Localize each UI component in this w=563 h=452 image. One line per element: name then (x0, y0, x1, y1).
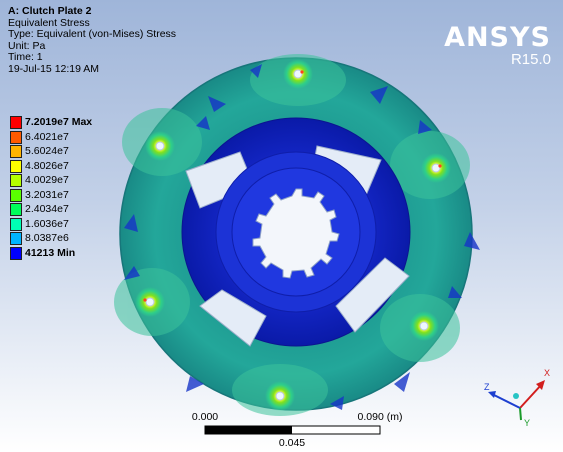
legend-swatch (10, 203, 22, 216)
legend-label: 8.0387e6 (25, 232, 69, 244)
legend-row: 6.4021e7 (8, 130, 128, 145)
z-axis-arrow (491, 393, 521, 409)
legend-row: 5.6024e7 (8, 144, 128, 159)
legend-label: 4.8026e7 (25, 159, 69, 172)
stress-legend[interactable]: 7.2019e7 Max 6.4021e7 5.6024e7 4.8026e7 … (8, 115, 128, 260)
low-stress-streaks (124, 64, 480, 410)
legend-swatch (10, 130, 22, 144)
y-axis-label: Y (524, 418, 530, 428)
splined-center-hole (252, 188, 340, 279)
peak-stress-spots (143, 70, 442, 302)
y-axis-arrow (519, 407, 522, 421)
legend-row: 2.4034e7 (8, 202, 128, 217)
x-arrow-head (536, 380, 545, 390)
result-time: Time: 1 (8, 51, 43, 64)
legend-swatch (10, 174, 22, 187)
legend-row: 7.2019e7 Max (8, 115, 128, 130)
legend-row: 8.0387e6 (8, 231, 128, 246)
legend-swatch (10, 246, 22, 260)
legend-swatch (10, 217, 22, 231)
legend-label: 5.6024e7 (25, 145, 69, 157)
result-date: 19-Jul-15 12:19 AM (8, 62, 100, 75)
legend-label: 3.2031e7 (25, 188, 69, 201)
scale-label-left: 0.000 (192, 411, 218, 423)
legend-row: 41213 Min (8, 246, 128, 261)
ansys-logo: ANSYS R15.0 (444, 24, 551, 68)
z-arrow-head (488, 391, 496, 398)
legend-swatch (10, 145, 22, 158)
legend-row: 1.6036e7 (8, 217, 128, 232)
legend-label: 2.4034e7 (25, 203, 69, 215)
legend-label: 4.0029e7 (25, 174, 69, 186)
legend-label-max: 7.2019e7 Max (25, 116, 93, 128)
legend-swatch (10, 188, 22, 202)
triad-center-ball (513, 393, 519, 399)
x-axis-arrow (519, 383, 543, 409)
legend-row: 4.0029e7 (8, 173, 128, 188)
result-info-block: A: Clutch Plate 2 Equivalent Stress Type… (8, 5, 177, 76)
z-axis-label: Z (484, 382, 490, 392)
result-type: Type: Equivalent (von-Mises) Stress (8, 28, 177, 41)
legend-swatch (10, 116, 22, 129)
logo-version: R15.0 (510, 51, 551, 68)
legend-swatch (10, 159, 22, 173)
legend-row: 3.2031e7 (8, 188, 128, 203)
result-name: Equivalent Stress (8, 16, 90, 29)
legend-swatch (10, 232, 22, 245)
result-unit: Unit: Pa (8, 39, 46, 52)
legend-label-min: 41213 Min (25, 246, 76, 259)
logo-brand: ANSYS (444, 22, 551, 53)
legend-label: 6.4021e7 (25, 130, 69, 143)
x-axis-label: X (544, 368, 550, 378)
scale-label-mid: 0.045 (279, 437, 305, 449)
legend-label: 1.6036e7 (25, 217, 69, 230)
model-title: A: Clutch Plate 2 (8, 5, 92, 17)
bolt-holes (145, 69, 441, 401)
legend-row: 4.8026e7 (8, 159, 128, 174)
scale-label-right: 0.090 (m) (358, 411, 403, 423)
